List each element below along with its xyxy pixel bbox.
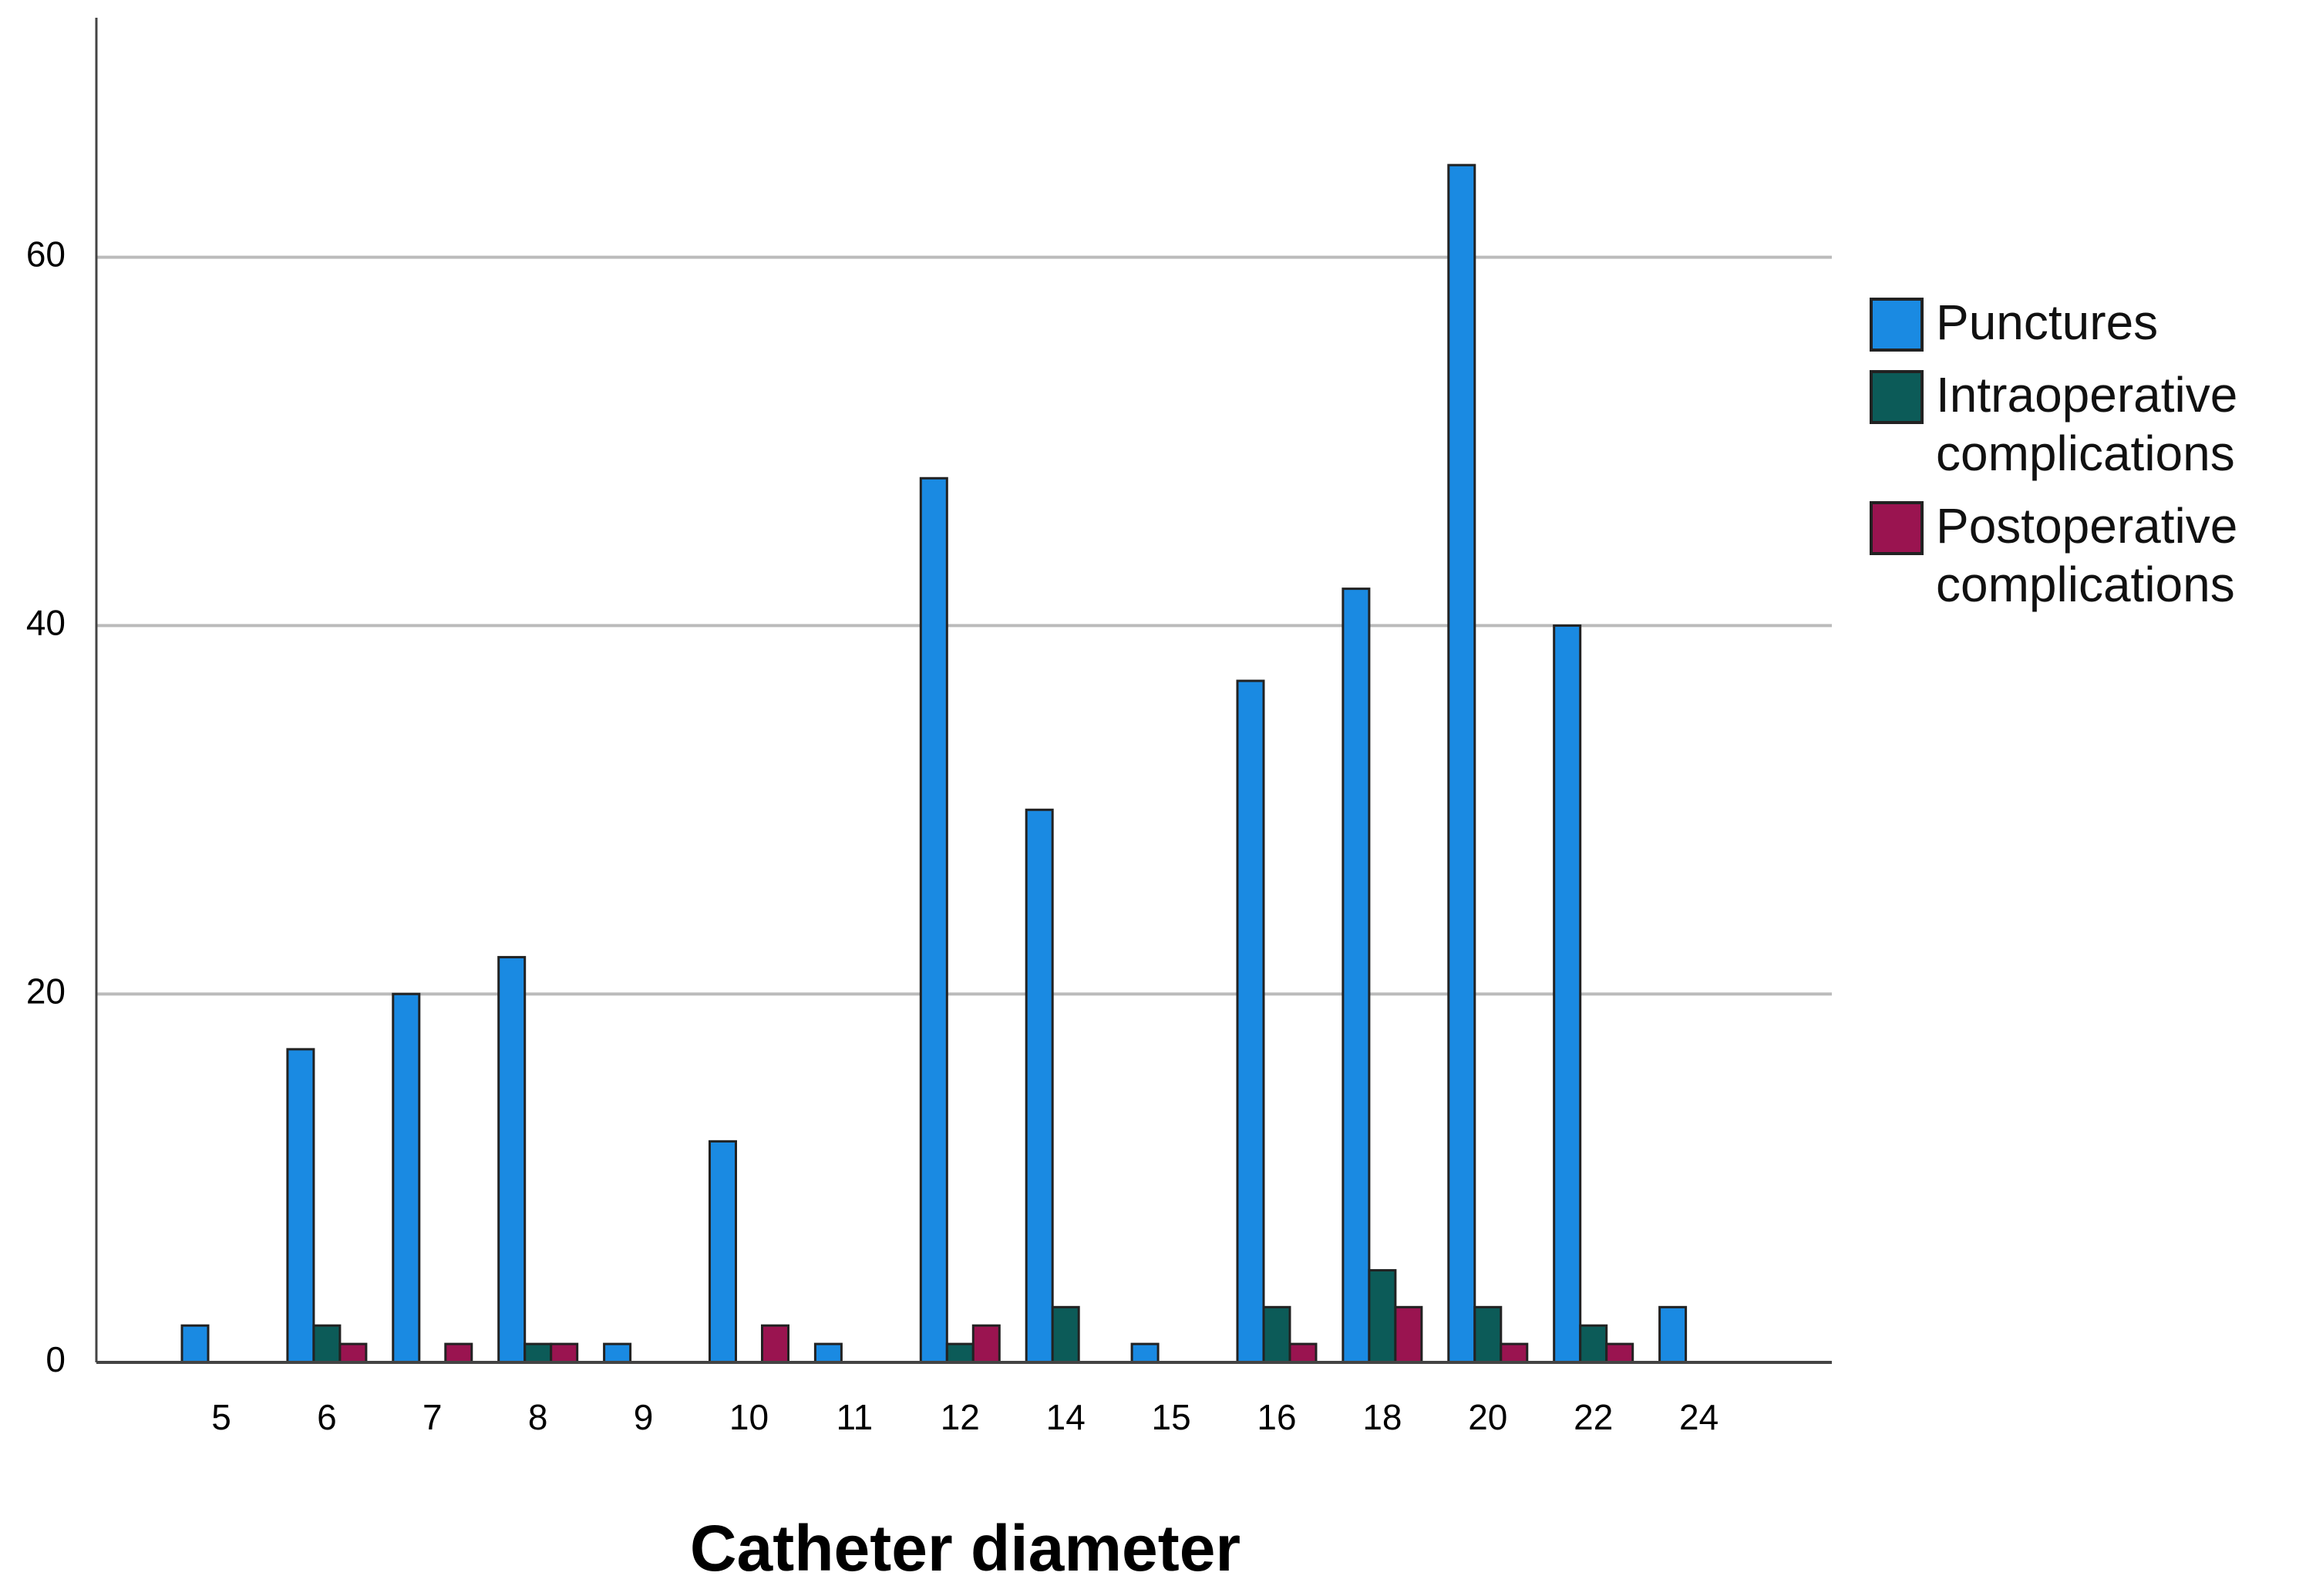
legend-item: Intraoperative complications	[1870, 365, 2313, 483]
bar	[603, 1342, 632, 1364]
y-tick-label: 60	[26, 234, 66, 274]
bar	[709, 1140, 737, 1364]
bar	[1605, 1342, 1634, 1364]
bar	[1130, 1342, 1160, 1364]
bar	[919, 476, 948, 1364]
bar	[971, 1324, 1001, 1364]
bar	[945, 1342, 975, 1364]
grid	[96, 255, 1832, 996]
bar	[1473, 1305, 1503, 1364]
bar	[550, 1342, 579, 1364]
bar	[497, 955, 527, 1364]
bar	[1236, 679, 1265, 1364]
legend-label: Punctures	[1936, 295, 2159, 350]
legend-label: Intraoperative complications	[1936, 367, 2238, 481]
legend-swatch	[1870, 298, 1924, 352]
x-tick-label: 11	[837, 1397, 874, 1437]
x-tick-label: 20	[1468, 1397, 1507, 1437]
bar	[1447, 163, 1476, 1364]
legend-item: Punctures	[1870, 293, 2313, 352]
legend-label: Postoperative complications	[1936, 498, 2238, 612]
x-tick-label: 14	[1046, 1397, 1086, 1437]
bar	[1579, 1324, 1608, 1364]
legend-swatch	[1870, 501, 1924, 555]
x-tick-label: 5	[211, 1397, 231, 1437]
legend: Punctures Intraoperative complications Pos…	[1870, 293, 2313, 628]
x-tick-label: 8	[528, 1397, 548, 1437]
bar	[523, 1342, 553, 1364]
bar	[1262, 1305, 1291, 1364]
bar	[312, 1324, 342, 1364]
bar	[1658, 1305, 1688, 1364]
bar	[180, 1324, 210, 1364]
bar	[1394, 1305, 1423, 1364]
x-tick-label: 7	[422, 1397, 443, 1437]
bar	[1341, 588, 1371, 1364]
x-tick-label: 9	[634, 1397, 654, 1437]
y-tick-label: 40	[26, 603, 66, 643]
y-tick-label: 20	[26, 971, 66, 1011]
bar	[813, 1342, 843, 1364]
bar	[1368, 1269, 1397, 1364]
bar	[392, 992, 421, 1364]
y-tick-label: 0	[45, 1339, 66, 1379]
bar	[761, 1324, 789, 1364]
bar	[1500, 1342, 1529, 1364]
bar	[444, 1342, 473, 1364]
legend-swatch	[1870, 370, 1924, 424]
x-tick-label: 24	[1679, 1397, 1718, 1437]
x-tick-label: 6	[317, 1397, 337, 1437]
bar	[338, 1342, 368, 1364]
bar	[1025, 808, 1054, 1364]
bar	[1288, 1342, 1318, 1364]
x-tick-label: 18	[1362, 1397, 1402, 1437]
bar	[286, 1048, 315, 1364]
bar	[1553, 624, 1582, 1364]
bar	[1051, 1305, 1080, 1364]
x-tick-label: 15	[1152, 1397, 1191, 1437]
x-tick-label: 16	[1257, 1397, 1296, 1437]
legend-item: Postoperative complications	[1870, 497, 2313, 614]
x-tick-label: 12	[941, 1397, 980, 1437]
x-tick-label: 22	[1574, 1397, 1613, 1437]
x-axis-title: Catheter diameter	[690, 1512, 1240, 1584]
x-tick-label: 10	[729, 1397, 769, 1437]
